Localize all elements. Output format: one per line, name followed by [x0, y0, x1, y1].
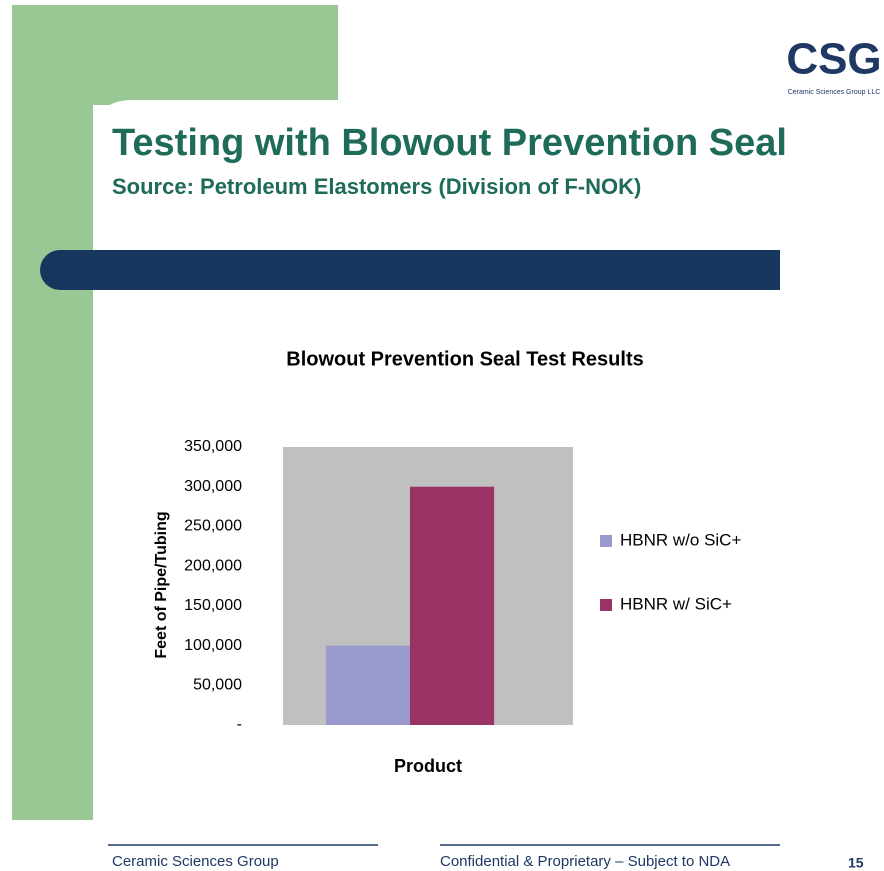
footer-left: Ceramic Sciences Group	[112, 853, 279, 870]
legend-label: HBNR w/o SiC+	[620, 530, 741, 549]
bar	[410, 486, 495, 725]
y-axis-label: Feet of Pipe/Tubing	[153, 511, 170, 658]
legend-label: HBNR w/ SiC+	[620, 594, 732, 613]
legend-swatch	[600, 535, 612, 547]
logo-sub: Ceramic Sciences Group LLC	[788, 89, 881, 96]
navy-bar	[40, 250, 780, 290]
y-tick-label: 50,000	[193, 677, 242, 694]
footer-center: Confidential & Proprietary – Subject to …	[440, 853, 730, 870]
y-tick-label: 350,000	[184, 438, 242, 455]
chart-title: Blowout Prevention Seal Test Results	[286, 348, 643, 370]
x-tick-label: Product	[394, 756, 462, 776]
page-number: 15	[848, 855, 864, 871]
y-tick-label: -	[237, 716, 242, 733]
y-tick-label: 100,000	[184, 637, 242, 654]
y-tick-label: 250,000	[184, 518, 242, 535]
legend-swatch	[600, 599, 612, 611]
logo: CSG	[786, 35, 881, 84]
bar	[325, 645, 410, 725]
y-tick-label: 200,000	[184, 557, 242, 574]
y-tick-label: 300,000	[184, 478, 242, 495]
slide-title: Testing with Blowout Prevention Seal	[112, 122, 787, 164]
slide-subtitle: Source: Petroleum Elastomers (Division o…	[112, 174, 641, 199]
y-tick-label: 150,000	[184, 597, 242, 614]
white-corner	[93, 100, 338, 250]
green-strip	[12, 5, 93, 820]
